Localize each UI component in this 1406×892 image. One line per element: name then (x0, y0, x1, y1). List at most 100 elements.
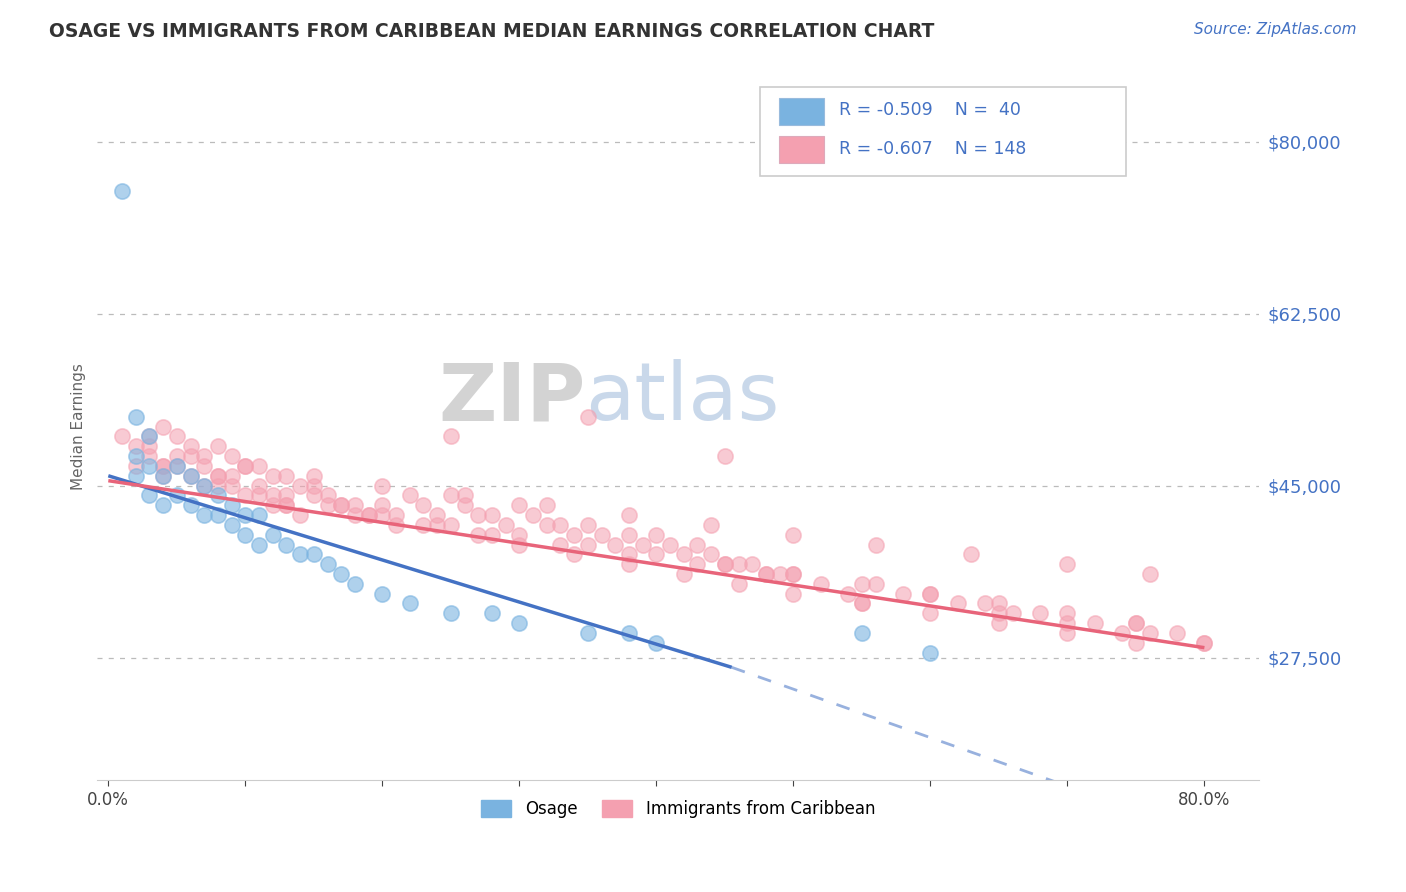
Point (782, 566, 804, 581)
Point (769, 566, 792, 581)
Point (233, 527, 256, 541)
Text: OSAGE VS IMMIGRANTS FROM CARIBBEAN MEDIAN EARNINGS CORRELATION CHART: OSAGE VS IMMIGRANTS FROM CARIBBEAN MEDIA… (49, 22, 935, 41)
Point (851, 597, 873, 611)
Point (125, 409, 148, 424)
Point (138, 449, 160, 463)
Point (508, 498, 530, 512)
Point (247, 458, 270, 473)
Point (617, 557, 640, 571)
Point (782, 566, 804, 581)
Point (851, 626, 873, 640)
Point (562, 547, 585, 561)
Point (865, 577, 887, 591)
Point (591, 527, 613, 541)
Point (1001, 607, 1024, 621)
Point (631, 537, 654, 551)
Point (330, 498, 353, 512)
Point (576, 409, 599, 424)
Text: R = -0.509    N =  40: R = -0.509 N = 40 (838, 102, 1021, 120)
Point (357, 508, 380, 522)
Point (851, 577, 873, 591)
Point (495, 517, 517, 532)
Point (276, 498, 298, 512)
Point (672, 566, 695, 581)
Point (288, 508, 311, 522)
Point (233, 458, 256, 473)
Point (385, 517, 408, 532)
Point (125, 449, 148, 463)
Point (166, 458, 188, 473)
Point (385, 508, 408, 522)
Point (1111, 626, 1133, 640)
Point (617, 547, 640, 561)
Point (714, 557, 737, 571)
Text: R = -0.607    N = 148: R = -0.607 N = 148 (838, 140, 1026, 158)
Point (288, 547, 311, 561)
Point (755, 566, 778, 581)
Point (522, 508, 544, 522)
Point (247, 537, 270, 551)
Point (262, 488, 284, 502)
Point (755, 566, 778, 581)
Point (1056, 616, 1078, 631)
Point (152, 458, 174, 473)
Point (1056, 626, 1078, 640)
FancyBboxPatch shape (759, 87, 1126, 176)
Point (193, 458, 215, 473)
Point (659, 537, 682, 551)
Point (302, 478, 325, 492)
Point (152, 468, 174, 483)
Point (221, 468, 243, 483)
Point (371, 498, 394, 512)
Point (576, 537, 599, 551)
Point (1084, 616, 1107, 631)
Point (398, 488, 420, 502)
Point (810, 577, 832, 591)
Point (207, 468, 229, 483)
Point (152, 458, 174, 473)
Point (233, 458, 256, 473)
Point (453, 498, 475, 512)
Point (1125, 616, 1147, 631)
Point (412, 517, 434, 532)
Point (467, 508, 489, 522)
Point (536, 498, 558, 512)
Point (700, 547, 723, 561)
Point (276, 537, 298, 551)
Point (166, 449, 188, 463)
Point (1056, 557, 1078, 571)
Y-axis label: Median Earnings: Median Earnings (72, 363, 86, 490)
Point (330, 498, 353, 512)
Point (207, 478, 229, 492)
Point (221, 478, 243, 492)
Point (343, 508, 366, 522)
Point (536, 517, 558, 532)
Point (371, 478, 394, 492)
Point (207, 508, 229, 522)
Point (550, 537, 572, 551)
Point (247, 478, 270, 492)
Point (782, 527, 804, 541)
Point (166, 429, 188, 443)
Text: ZIP: ZIP (439, 359, 585, 437)
Point (782, 587, 804, 601)
Point (262, 527, 284, 541)
Point (440, 607, 463, 621)
Point (508, 527, 530, 541)
Point (398, 597, 420, 611)
Point (974, 597, 997, 611)
Point (1125, 616, 1147, 631)
Point (125, 458, 148, 473)
Point (617, 626, 640, 640)
Point (207, 488, 229, 502)
Point (1139, 566, 1161, 581)
Point (276, 468, 298, 483)
Point (412, 498, 434, 512)
Point (111, 429, 134, 443)
Point (152, 498, 174, 512)
Point (247, 508, 270, 522)
Point (440, 488, 463, 502)
Point (193, 449, 215, 463)
Point (686, 557, 709, 571)
Point (987, 597, 1010, 611)
